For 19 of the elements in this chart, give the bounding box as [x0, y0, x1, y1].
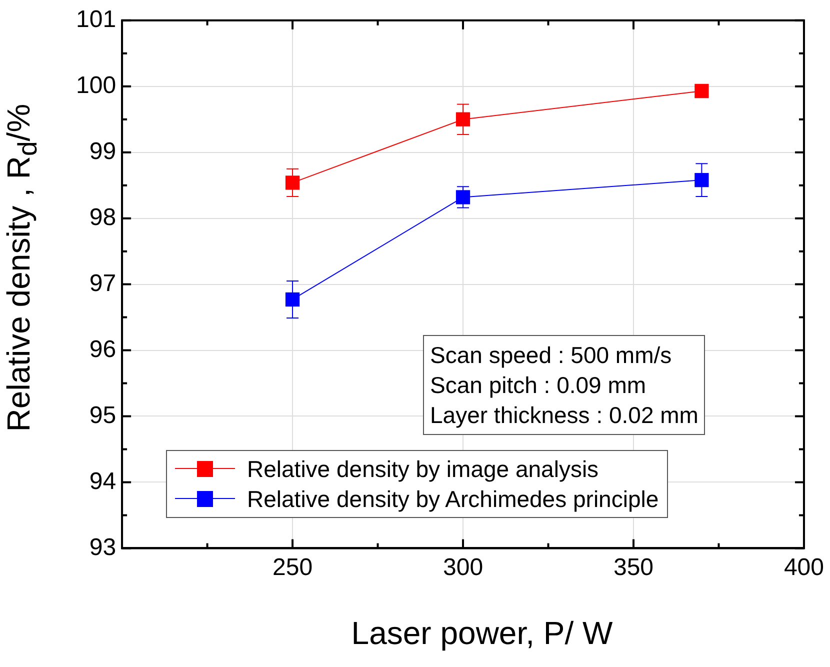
x-tick-label: 400 [784, 554, 824, 582]
annotation: Layer thickness : 0.02 mm [430, 401, 698, 430]
y-tick-label: 95 [89, 402, 116, 429]
x-tick-label: 250 [272, 554, 313, 582]
x-tick-label: 350 [613, 554, 654, 582]
legend-label: Relative density by image analysis [247, 456, 599, 482]
y-tick-label: 99 [89, 138, 116, 165]
legend-label: Relative density by Archimedes principle [247, 486, 659, 512]
x-tick-label: 300 [442, 554, 484, 582]
y-tick-label: 98 [89, 204, 116, 231]
y-tick-label: 94 [89, 468, 116, 495]
y-tick-label: 96 [89, 336, 116, 363]
y-tick-label: 101 [76, 6, 116, 34]
y-tick-label: 93 [89, 534, 116, 561]
x-axis-title: Laser power, P/ W [350, 615, 614, 652]
annotation: Scan pitch : 0.09 mm [430, 371, 648, 400]
y-tick-label: 97 [89, 270, 116, 297]
annotation: Scan speed : 500 mm/s [430, 341, 673, 370]
y-tick-label: 100 [76, 72, 116, 99]
